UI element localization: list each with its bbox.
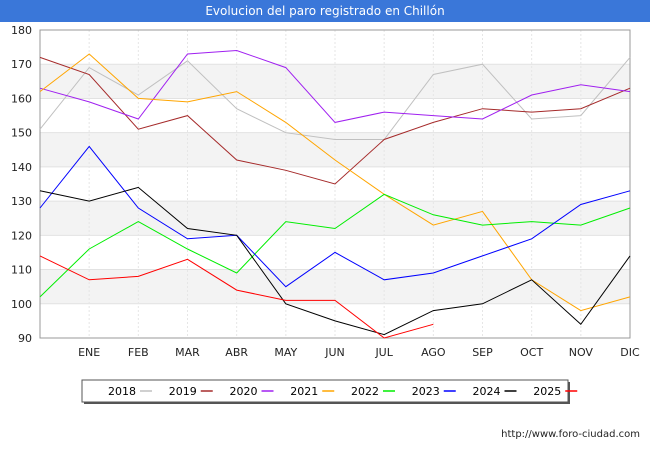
- legend: 2018 2019 2020 2021 2022 2023 2024 2025: [81, 379, 578, 404]
- series-line-2024: [39, 186, 631, 336]
- series-line-2022: [39, 193, 631, 298]
- source-url[interactable]: http://www.foro-ciudad.com: [501, 429, 640, 440]
- plot-frame: [39, 29, 631, 339]
- x-tick-label: NOV: [569, 346, 594, 359]
- legend-label-2025: 2025: [533, 385, 561, 398]
- chart-title: Evolucion del paro registrado en Chillón: [0, 0, 650, 22]
- legend-label-2021: 2021: [290, 385, 318, 398]
- y-tick-label: 160: [11, 92, 32, 105]
- series-line-2020: [39, 49, 631, 123]
- y-axis-ticks: 90 100 110 120 130 140 150 160 170 180: [11, 24, 32, 345]
- plot-area-border: [39, 29, 631, 339]
- x-tick-label: AGO: [421, 346, 446, 359]
- x-tick-label: FEB: [128, 346, 149, 359]
- x-axis-ticks: ENE FEB MAR ABR MAY JUN JUL AGO SEP OCT NOV DIC: [78, 346, 640, 359]
- x-tick-label: JUL: [374, 346, 393, 359]
- x-tick-label: SEP: [472, 346, 493, 359]
- series-line-2023: [39, 145, 631, 288]
- y-tick-label: 100: [11, 298, 32, 311]
- series-line-2019: [39, 56, 631, 185]
- y-tick-label: 180: [11, 24, 32, 37]
- x-tick-label: JUN: [324, 346, 345, 359]
- series-line-2025: [39, 255, 434, 339]
- y-tick-label: 130: [11, 195, 32, 208]
- y-tick-label: 150: [11, 127, 32, 140]
- legend-label-2024: 2024: [473, 385, 501, 398]
- legend-label-2018: 2018: [108, 385, 136, 398]
- grid-band: [40, 132, 630, 167]
- legend-label-2022: 2022: [351, 385, 379, 398]
- x-tick-label: MAR: [175, 346, 200, 359]
- legend-label-2020: 2020: [230, 385, 258, 398]
- y-tick-label: 110: [11, 264, 32, 277]
- series-line-2018: [39, 57, 631, 140]
- x-tick-label: OCT: [520, 346, 543, 359]
- x-tick-label: MAY: [274, 346, 297, 359]
- x-tick-label: DIC: [620, 346, 640, 359]
- x-tick-label: ABR: [225, 346, 248, 359]
- legend-label-2019: 2019: [169, 385, 197, 398]
- grid-band: [40, 64, 630, 99]
- y-tick-label: 140: [11, 161, 32, 174]
- y-tick-label: 120: [11, 229, 32, 242]
- x-tick-label: ENE: [78, 346, 100, 359]
- y-tick-label: 90: [18, 332, 32, 345]
- legend-label-2023: 2023: [412, 385, 440, 398]
- y-tick-label: 170: [11, 58, 32, 71]
- data-series: [39, 49, 631, 339]
